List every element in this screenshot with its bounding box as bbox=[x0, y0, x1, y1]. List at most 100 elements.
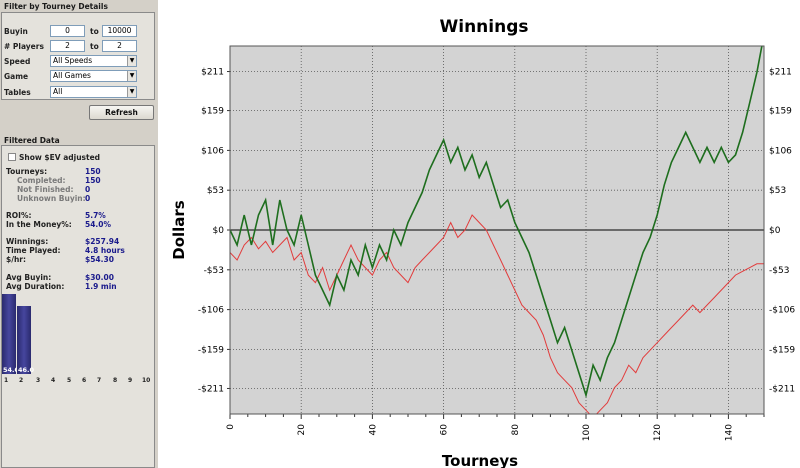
histogram-bar-label: 54.0 bbox=[3, 366, 20, 374]
buyin-to-label: to bbox=[90, 27, 99, 36]
histogram-x-label: 6 bbox=[82, 377, 87, 384]
y-tick-label-right: $159 bbox=[769, 107, 792, 117]
itm-value: 54.0% bbox=[85, 220, 112, 229]
avg-buyin-value: $30.00 bbox=[85, 273, 114, 282]
per-hour-value: $54.30 bbox=[85, 255, 114, 264]
tables-select[interactable]: All ▼ bbox=[50, 86, 137, 98]
x-axis: 0 20 40 60 80 100 120 140 bbox=[226, 414, 765, 441]
histogram-x-label: 8 bbox=[113, 377, 118, 384]
histogram-bar-label: 46.0 bbox=[18, 366, 35, 374]
winnings-label: Winnings: bbox=[6, 237, 49, 246]
x-tick-label: 120 bbox=[653, 424, 663, 441]
y-tick-label-right: $53 bbox=[769, 186, 786, 196]
game-select-value: All Games bbox=[53, 71, 91, 80]
buyin-to-input[interactable]: 10000 bbox=[102, 25, 137, 37]
players-from-input[interactable]: 2 bbox=[50, 40, 85, 52]
tourneys-label: Tourneys: bbox=[6, 167, 48, 176]
players-label: # Players bbox=[4, 42, 44, 51]
avg-buyin-label: Avg Buyin: bbox=[6, 273, 52, 282]
x-tick-label: 60 bbox=[440, 424, 450, 436]
show-sev-checkbox[interactable] bbox=[8, 153, 16, 161]
y-tick-label-right: $211 bbox=[769, 68, 792, 78]
plot-border bbox=[229, 45, 765, 415]
y-axis-left: $211 $159 $106 $53 $0 -$53 -$106 -$159 -$211 bbox=[198, 68, 230, 394]
x-axis-title: Tourneys bbox=[442, 452, 518, 468]
histogram-x-label: 3 bbox=[36, 377, 41, 384]
not-finished-value: 0 bbox=[85, 185, 91, 194]
y-tick-label-right: $106 bbox=[769, 146, 792, 156]
winnings-series-line bbox=[230, 46, 763, 399]
avg-duration-value: 1.9 min bbox=[85, 282, 117, 291]
y-tick-label-right: -$106 bbox=[769, 306, 795, 316]
histogram-x-label: 4 bbox=[51, 377, 56, 384]
time-played-label: Time Played: bbox=[6, 246, 61, 255]
histogram-bar bbox=[2, 294, 16, 374]
y-tick-label-right: -$53 bbox=[769, 266, 789, 276]
y-tick-label: $0 bbox=[213, 226, 225, 236]
roi-value: 5.7% bbox=[85, 211, 106, 220]
histogram-x-label: 2 bbox=[19, 377, 24, 384]
y-tick-label: $106 bbox=[201, 146, 224, 156]
y-tick-label-right: -$211 bbox=[769, 384, 795, 394]
left-panel: Filter by Tourney Details Buyin 0 to 100… bbox=[0, 0, 157, 468]
chevron-down-icon[interactable]: ▼ bbox=[127, 87, 136, 97]
unknown-buyin-label: Unknown Buyin: bbox=[17, 194, 86, 203]
chart-title: Winnings bbox=[439, 17, 528, 37]
y-tick-label: -$211 bbox=[198, 384, 224, 394]
x-tick-label: 80 bbox=[511, 424, 521, 436]
roi-label: ROI%: bbox=[6, 211, 32, 220]
chevron-down-icon[interactable]: ▼ bbox=[127, 56, 136, 66]
buyin-label: Buyin bbox=[4, 27, 28, 36]
completed-label: Completed: bbox=[17, 176, 66, 185]
y-tick-label: -$159 bbox=[198, 345, 224, 355]
ev-series-line bbox=[230, 214, 764, 414]
y-tick-label: -$53 bbox=[204, 266, 224, 276]
histogram-x-label: 5 bbox=[67, 377, 72, 384]
filtered-data-title: Filtered Data bbox=[4, 136, 60, 145]
speed-label: Speed bbox=[4, 57, 31, 66]
y-tick-label: -$106 bbox=[198, 306, 224, 316]
grid-lines bbox=[229, 46, 764, 414]
histogram-x-label: 7 bbox=[97, 377, 102, 384]
speed-select-value: All Speeds bbox=[53, 56, 93, 65]
winnings-value: $257.94 bbox=[85, 237, 120, 246]
tables-select-value: All bbox=[53, 87, 63, 96]
y-tick-label: $211 bbox=[201, 68, 224, 78]
tourneys-value: 150 bbox=[85, 167, 101, 176]
filter-panel-title: Filter by Tourney Details bbox=[4, 2, 108, 11]
players-to-input[interactable]: 2 bbox=[102, 40, 137, 52]
not-finished-label: Not Finished: bbox=[17, 185, 74, 194]
buyin-from-input[interactable]: 0 bbox=[50, 25, 85, 37]
x-tick-label: 20 bbox=[297, 424, 307, 436]
itm-label: In the Money%: bbox=[6, 220, 72, 229]
refresh-button[interactable]: Refresh bbox=[89, 105, 154, 120]
avg-duration-label: Avg Duration: bbox=[6, 282, 65, 291]
winnings-chart: $211 $159 $106 $53 $0 -$53 -$106 -$159 -$211 $21… bbox=[158, 0, 800, 468]
x-tick-label: 140 bbox=[724, 424, 734, 441]
histogram-x-label: 1 bbox=[4, 377, 9, 384]
players-to-label: to bbox=[90, 42, 99, 51]
speed-select[interactable]: All Speeds ▼ bbox=[50, 55, 137, 67]
histogram-x-label: 9 bbox=[128, 377, 133, 384]
x-tick-label: 100 bbox=[582, 424, 592, 441]
chevron-down-icon[interactable]: ▼ bbox=[127, 71, 136, 81]
series-group bbox=[230, 46, 764, 414]
unknown-buyin-value: 0 bbox=[85, 194, 91, 203]
x-tick-label: 0 bbox=[226, 424, 236, 430]
y-tick-label-right: -$159 bbox=[769, 345, 795, 355]
histogram-x-label: 10 bbox=[142, 377, 151, 384]
time-played-value: 4.8 hours bbox=[85, 246, 125, 255]
x-tick-label: 40 bbox=[368, 424, 378, 436]
show-sev-label: Show $EV adjusted bbox=[19, 153, 101, 162]
histogram-bar bbox=[17, 305, 31, 374]
game-select[interactable]: All Games ▼ bbox=[50, 70, 137, 82]
completed-value: 150 bbox=[85, 176, 101, 185]
y-tick-label-right: $0 bbox=[769, 226, 781, 236]
y-axis-right: $211 $159 $106 $53 $0 -$53 -$106 -$159 -$211 bbox=[769, 68, 795, 395]
y-tick-label: $159 bbox=[201, 107, 224, 117]
game-label: Game bbox=[4, 72, 29, 81]
y-tick-label: $53 bbox=[207, 186, 224, 196]
per-hour-label: $/hr: bbox=[6, 255, 26, 264]
y-axis-title: Dollars bbox=[170, 200, 188, 260]
tables-label: Tables bbox=[4, 88, 31, 97]
